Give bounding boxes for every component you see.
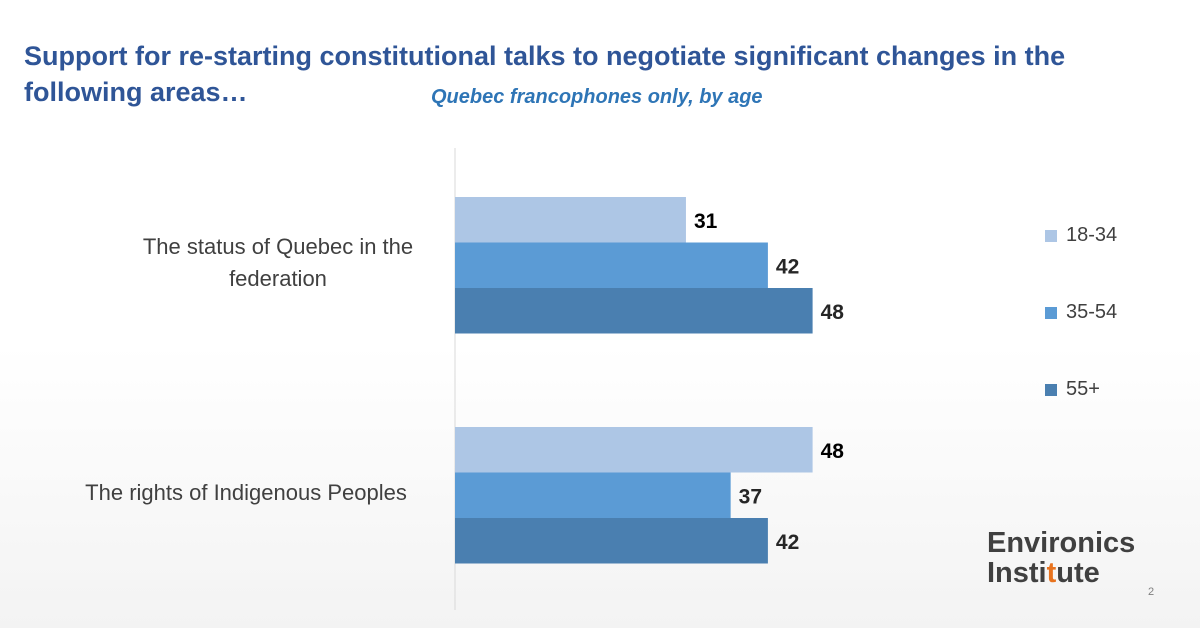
legend-swatch-55-plus bbox=[1045, 383, 1057, 396]
slide-subtitle: Quebec francophones only, by age bbox=[431, 86, 763, 108]
legend-item-55-plus: 55+ bbox=[1045, 378, 1100, 401]
environics-institute-logo: Environics Institute bbox=[987, 528, 1135, 588]
bar-1-35-54 bbox=[455, 242, 768, 288]
bar-2-55-plus bbox=[455, 518, 768, 564]
page-number: 2 bbox=[1148, 586, 1155, 598]
data-label-2-35-54: 37 bbox=[739, 485, 762, 508]
legend-label-18-34: 18-34 bbox=[1066, 224, 1118, 246]
logo-line-2: Institute bbox=[987, 557, 1100, 589]
legend-label-35-54: 35-54 bbox=[1066, 301, 1118, 323]
bar-1-55-plus bbox=[455, 288, 813, 334]
category-label-status-of-quebec: The status of Quebec in the federation bbox=[142, 234, 414, 291]
legend-item-18-34: 18-34 bbox=[1045, 224, 1117, 247]
data-label-1-18-34: 31 bbox=[694, 210, 718, 233]
data-label-1-55-plus: 48 bbox=[821, 301, 845, 324]
legend-item-35-54: 35-54 bbox=[1045, 301, 1117, 324]
legend-label-55-plus: 55+ bbox=[1066, 378, 1100, 400]
bar-1-18-34 bbox=[455, 197, 686, 243]
logo-line-1: Environics bbox=[987, 527, 1136, 559]
data-label-1-35-54: 42 bbox=[776, 255, 799, 278]
data-label-2-55-plus: 42 bbox=[776, 531, 799, 554]
slide-title: Support for re-starting constitutional t… bbox=[24, 41, 1066, 107]
category-label-indigenous-rights: The rights of Indigenous Peoples bbox=[85, 480, 407, 505]
legend-swatch-35-54 bbox=[1045, 306, 1057, 319]
legend-swatch-18-34 bbox=[1045, 229, 1057, 242]
data-label-2-18-34: 48 bbox=[821, 440, 845, 463]
bar-2-35-54 bbox=[455, 472, 731, 518]
bar-2-18-34 bbox=[455, 427, 813, 473]
